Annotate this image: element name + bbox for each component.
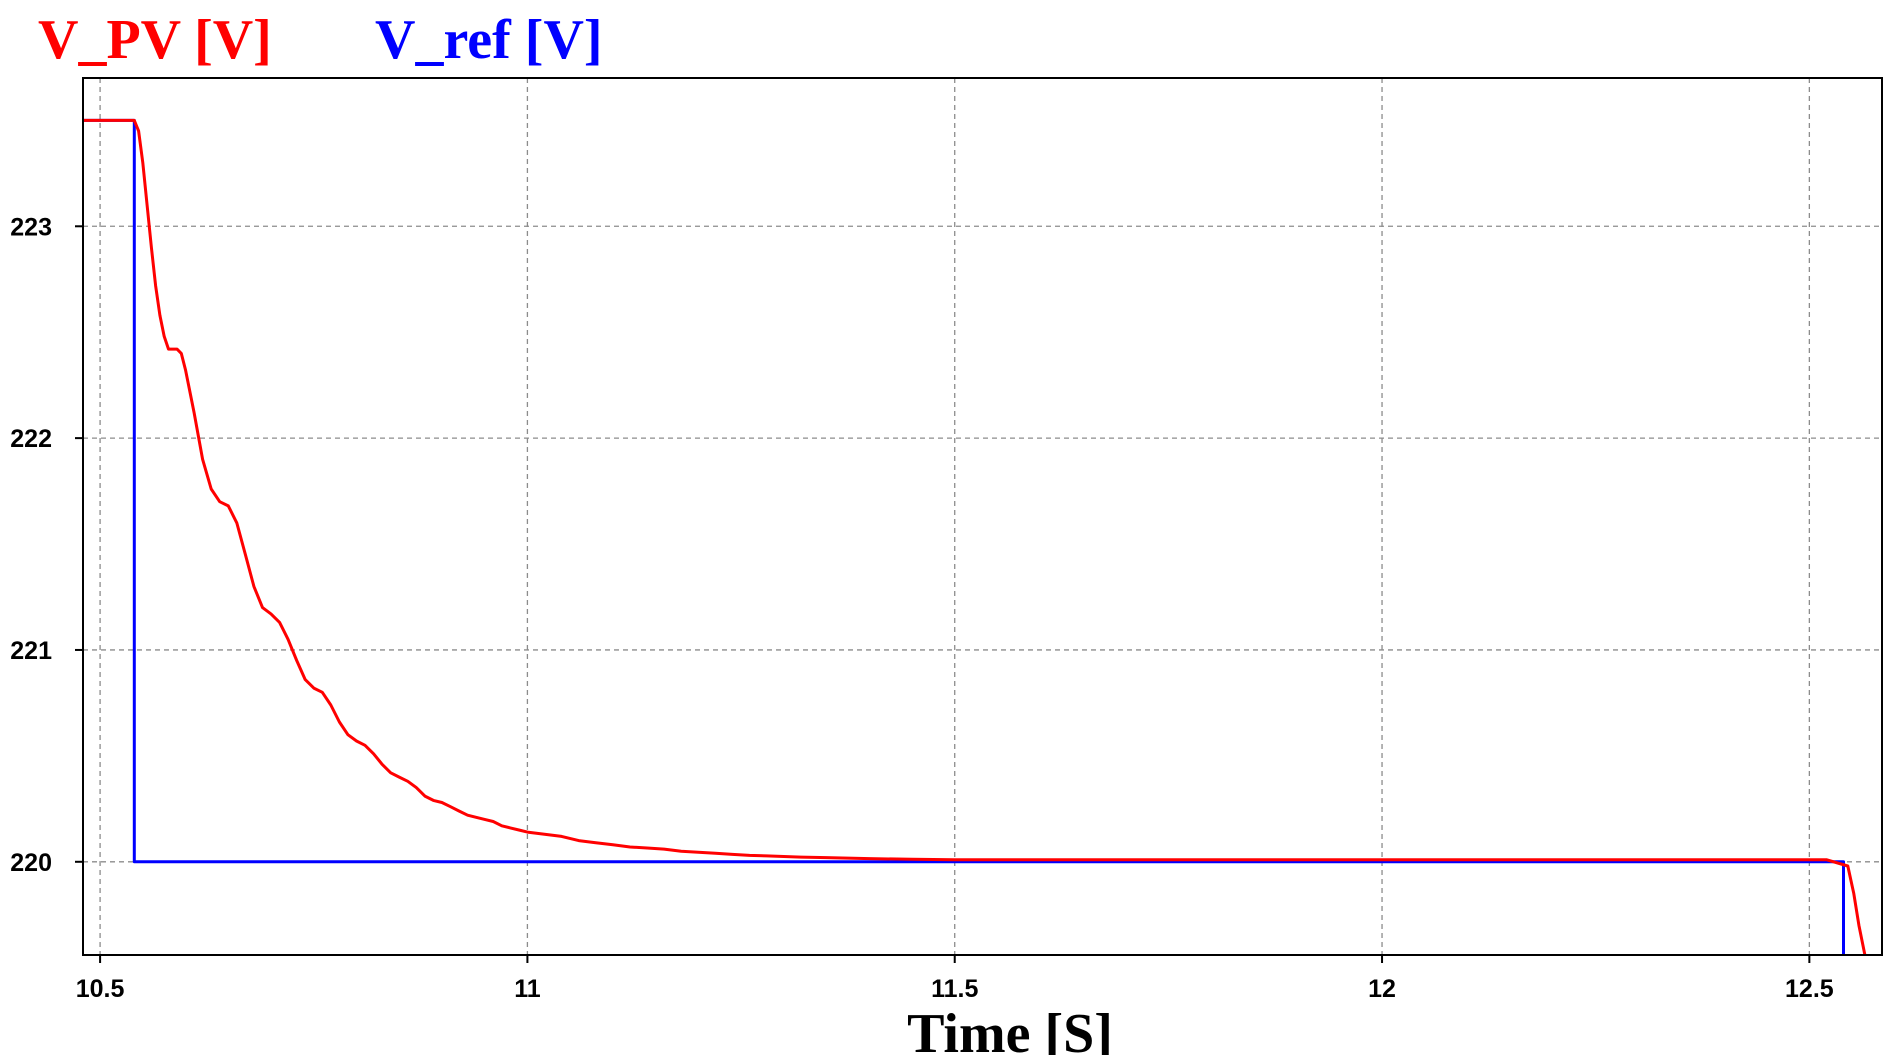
x-axis-label: Time [S] [907, 1003, 1113, 1055]
y-tick-label: 221 [10, 637, 52, 665]
x-tick-label: 10.5 [76, 975, 125, 1003]
legend-entry-v-ref: V_ref [V] [375, 9, 603, 71]
x-tick-label: 11 [514, 975, 541, 1003]
x-axis-ticks: 10.5 11 11.5 12 12.5 [76, 955, 1834, 1003]
plot-area-frame [82, 77, 1883, 956]
y-tick-label: 222 [10, 425, 52, 453]
x-tick-label: 12.5 [1785, 975, 1834, 1003]
series-v-pv-line [83, 118, 1867, 955]
series-layer [83, 118, 1867, 955]
legend-entry-v-pv: V_PV [V] [38, 9, 272, 71]
y-tick-label: 220 [10, 849, 52, 877]
y-axis-ticks: 220 221 222 223 [10, 213, 83, 877]
x-tick-label: 12 [1368, 975, 1396, 1003]
x-tick-label: 11.5 [931, 975, 978, 1003]
y-tick-label: 223 [10, 213, 52, 241]
